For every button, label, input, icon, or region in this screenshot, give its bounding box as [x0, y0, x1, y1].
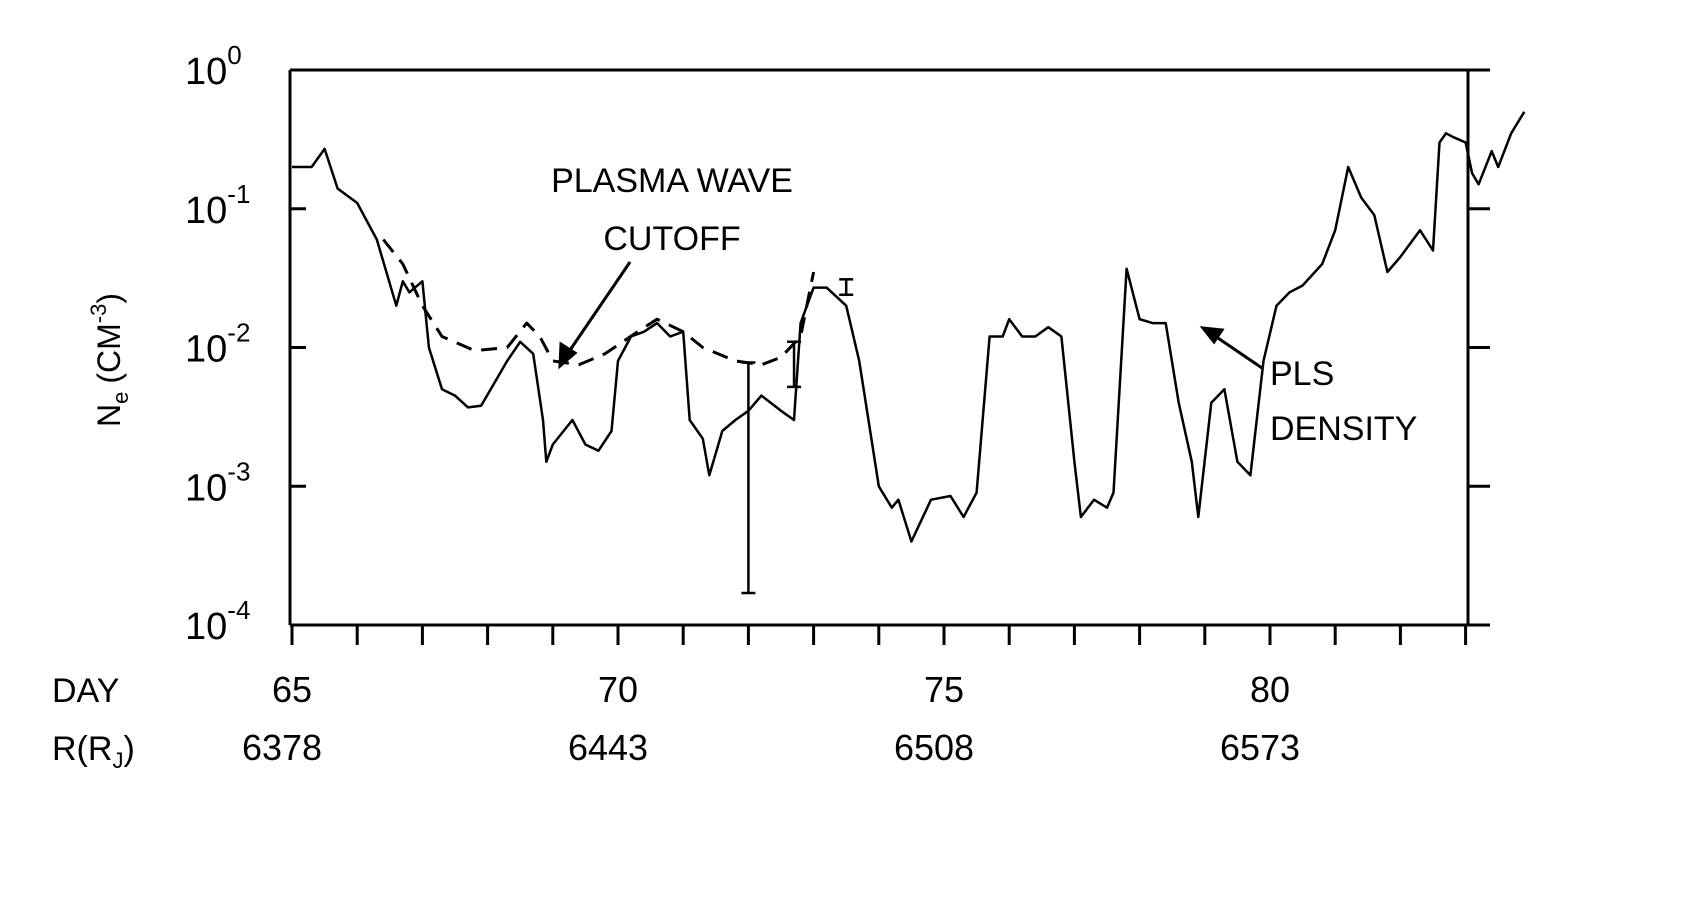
- y-axis-label-unit: (CM: [91, 323, 127, 383]
- y-tick-label-exponent: -2: [227, 318, 250, 348]
- y-axis-label-close: ): [91, 293, 127, 304]
- x-axis-day-label: DAY: [52, 672, 119, 710]
- pls-density-line: [292, 111, 1526, 543]
- cutoff-arrow: [558, 261, 632, 370]
- y-tick-label-exponent: -3: [227, 456, 250, 486]
- series-layer: [292, 111, 1526, 543]
- x-tick-label: 65: [272, 669, 312, 710]
- density-annotation-line2: DENSITY: [1270, 410, 1417, 448]
- y-tick-label: 10-1: [185, 179, 250, 232]
- error-bars: [741, 278, 854, 595]
- y-tick-label-base: 10: [185, 51, 227, 93]
- y-axis-label: Ne (CM-3): [86, 293, 133, 427]
- cutoff-annotation-line1: PLASMA WAVE: [551, 162, 793, 200]
- y-tick-label-base: 10: [185, 606, 227, 648]
- x-axis-ticks: [290, 625, 1468, 645]
- y-tick-label: 10-2: [185, 318, 250, 371]
- y-tick-label-exponent: -4: [227, 595, 250, 625]
- r-axis-label-close: ): [123, 730, 134, 768]
- density-annotation-line1: PLS: [1270, 355, 1334, 393]
- y-tick-label-exponent: 0: [227, 40, 241, 70]
- x-tick-label: 70: [598, 669, 638, 710]
- y-tick-label-exponent: -1: [227, 179, 250, 209]
- y-tick-label: 100: [185, 40, 242, 93]
- y-axis-right-ticks: [1468, 207, 1490, 488]
- r-tick-label: 6443: [568, 727, 648, 768]
- plasma-wave-cutoff-line: [382, 238, 816, 367]
- y-tick-label-base: 10: [185, 467, 227, 509]
- cutoff-annotation-line2: CUTOFF: [603, 220, 740, 258]
- y-axis-label-symbol: N: [91, 404, 127, 427]
- density-arrow: [1199, 326, 1263, 370]
- r-axis-tick-labels: 6378 6443 6508 6573: [242, 727, 1300, 768]
- r-axis-label-text: R(R: [52, 730, 112, 768]
- x-tick-label: 80: [1250, 669, 1290, 710]
- r-axis-label-subscript: J: [112, 748, 123, 773]
- y-tick-label-base: 10: [185, 190, 227, 232]
- y-axis-label-subscript: e: [108, 392, 133, 404]
- x-tick-label: 75: [924, 669, 964, 710]
- r-axis-label: R(RJ): [52, 730, 135, 773]
- y-tick-label: 10-3: [185, 456, 250, 509]
- y-tick-label: 10-4: [185, 595, 250, 648]
- x-axis-tick-labels: 65 70 75 80: [272, 669, 1290, 710]
- r-tick-label: 6508: [894, 727, 974, 768]
- r-tick-label: 6378: [242, 727, 322, 768]
- y-axis-label-exponent: -3: [86, 304, 111, 324]
- r-tick-label: 6573: [1220, 727, 1300, 768]
- y-tick-label-base: 10: [185, 329, 227, 371]
